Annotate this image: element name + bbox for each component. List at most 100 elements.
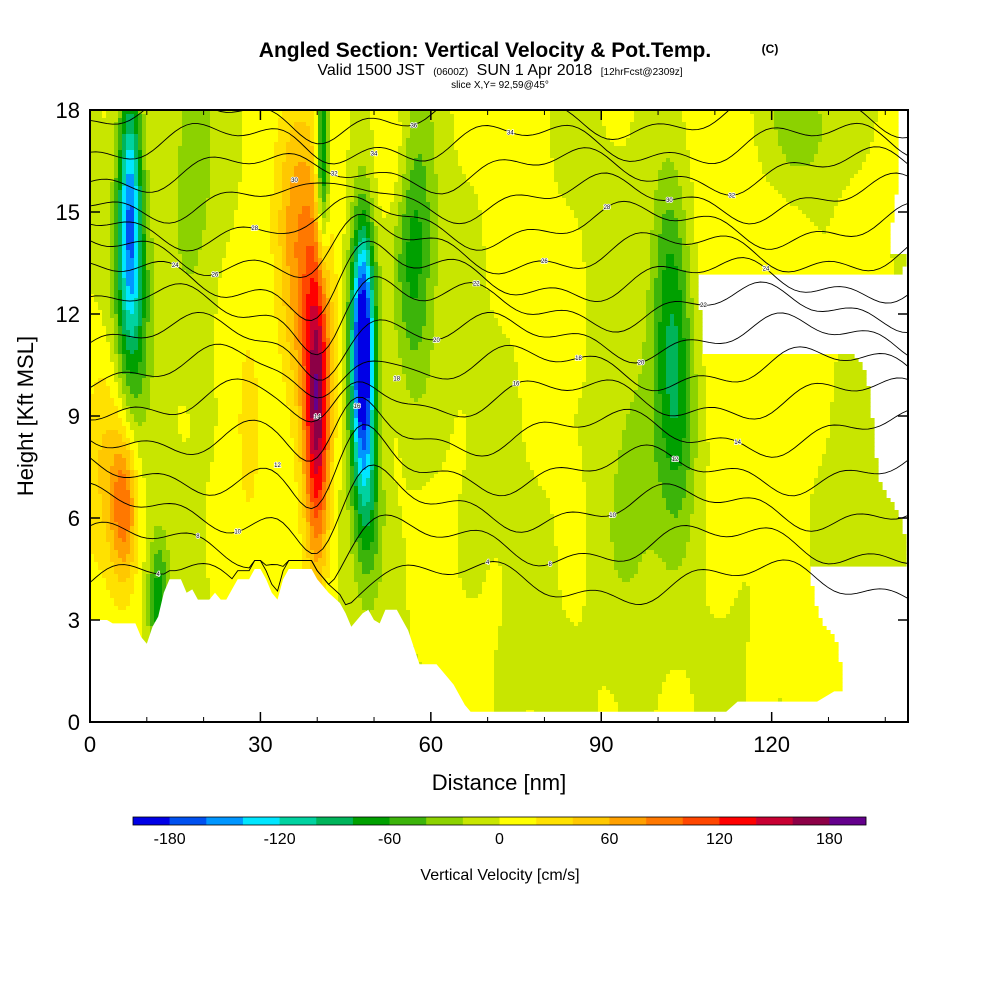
velocity-cell [142,338,147,343]
velocity-cell [350,238,355,243]
velocity-cell [586,346,643,351]
velocity-cell [466,446,527,451]
velocity-cell [438,470,463,475]
velocity-cell [294,254,307,259]
velocity-cell [322,222,327,227]
velocity-cell [102,114,107,119]
velocity-cell [334,310,339,315]
velocity-cell [342,406,347,411]
velocity-cell [710,446,827,451]
velocity-cell [162,578,167,583]
velocity-cell [294,474,303,479]
velocity-cell [314,246,319,251]
velocity-cell [326,426,331,431]
velocity-cell [278,118,315,123]
velocity-cell [766,174,855,179]
velocity-cell [310,210,315,215]
velocity-cell [374,298,379,303]
velocity-cell [374,422,379,427]
velocity-cell [90,518,103,523]
velocity-cell [358,370,371,375]
velocity-cell [374,290,379,295]
velocity-cell [310,574,323,579]
velocity-cell [330,118,351,123]
velocity-cell [306,294,319,299]
velocity-cell [290,350,299,355]
velocity-cell [694,326,703,331]
velocity-cell [298,514,303,519]
velocity-cell [306,530,311,535]
velocity-cell [618,466,659,471]
velocity-cell [94,386,111,391]
velocity-cell [178,182,211,187]
velocity-cell [330,126,351,131]
velocity-cell [646,318,655,323]
velocity-cell [394,306,403,311]
velocity-cell [826,438,875,443]
velocity-cell [694,466,707,471]
velocity-cell [146,242,155,247]
velocity-cell [374,446,379,451]
velocity-cell [150,190,179,195]
velocity-cell [578,398,635,403]
velocity-cell [118,310,123,315]
velocity-cell [690,382,699,387]
velocity-cell [306,122,315,127]
velocity-cell [182,258,199,263]
velocity-cell [778,142,819,147]
velocity-cell [214,454,243,459]
velocity-cell [690,246,699,251]
velocity-cell [778,134,823,139]
velocity-cell [398,158,407,163]
velocity-cell [322,150,327,155]
velocity-cell [342,238,351,243]
velocity-cell [310,350,319,355]
velocity-cell [146,578,151,583]
velocity-cell [130,422,139,427]
velocity-cell [306,330,311,335]
velocity-cell [586,302,647,307]
velocity-cell [306,366,311,371]
velocity-cell [382,378,407,383]
velocity-cell [274,286,283,291]
velocity-cell [410,390,427,395]
velocity-cell [362,494,371,499]
velocity-cell [138,194,143,199]
velocity-cell [154,310,219,315]
velocity-cell [378,594,407,599]
velocity-cell [662,430,687,435]
velocity-cell [114,530,119,535]
velocity-cell [90,286,111,291]
velocity-cell [326,382,331,387]
velocity-cell [394,290,403,295]
velocity-cell [326,314,331,319]
velocity-cell [306,322,311,327]
velocity-cell [170,574,207,579]
velocity-cell [118,150,123,155]
velocity-cell [142,202,147,207]
velocity-cell [134,574,143,579]
velocity-cell [342,242,351,247]
velocity-cell [322,282,327,287]
velocity-cell [322,498,327,503]
velocity-cell [306,258,315,263]
velocity-cell [118,342,123,347]
velocity-cell [394,446,399,451]
velocity-cell [238,186,275,191]
velocity-cell [134,486,139,491]
velocity-cell [314,398,319,403]
velocity-cell [346,362,351,367]
velocity-cell [762,170,859,175]
velocity-cell [90,258,111,263]
velocity-cell [414,162,423,167]
velocity-cell [586,338,647,343]
velocity-cell [114,142,119,147]
velocity-cell [486,254,583,259]
velocity-cell [682,206,695,211]
velocity-cell [630,122,687,127]
velocity-cell [142,210,147,215]
velocity-cell [326,262,335,267]
velocity-cell [318,242,323,247]
velocity-cell [242,398,259,403]
velocity-cell [202,246,227,251]
